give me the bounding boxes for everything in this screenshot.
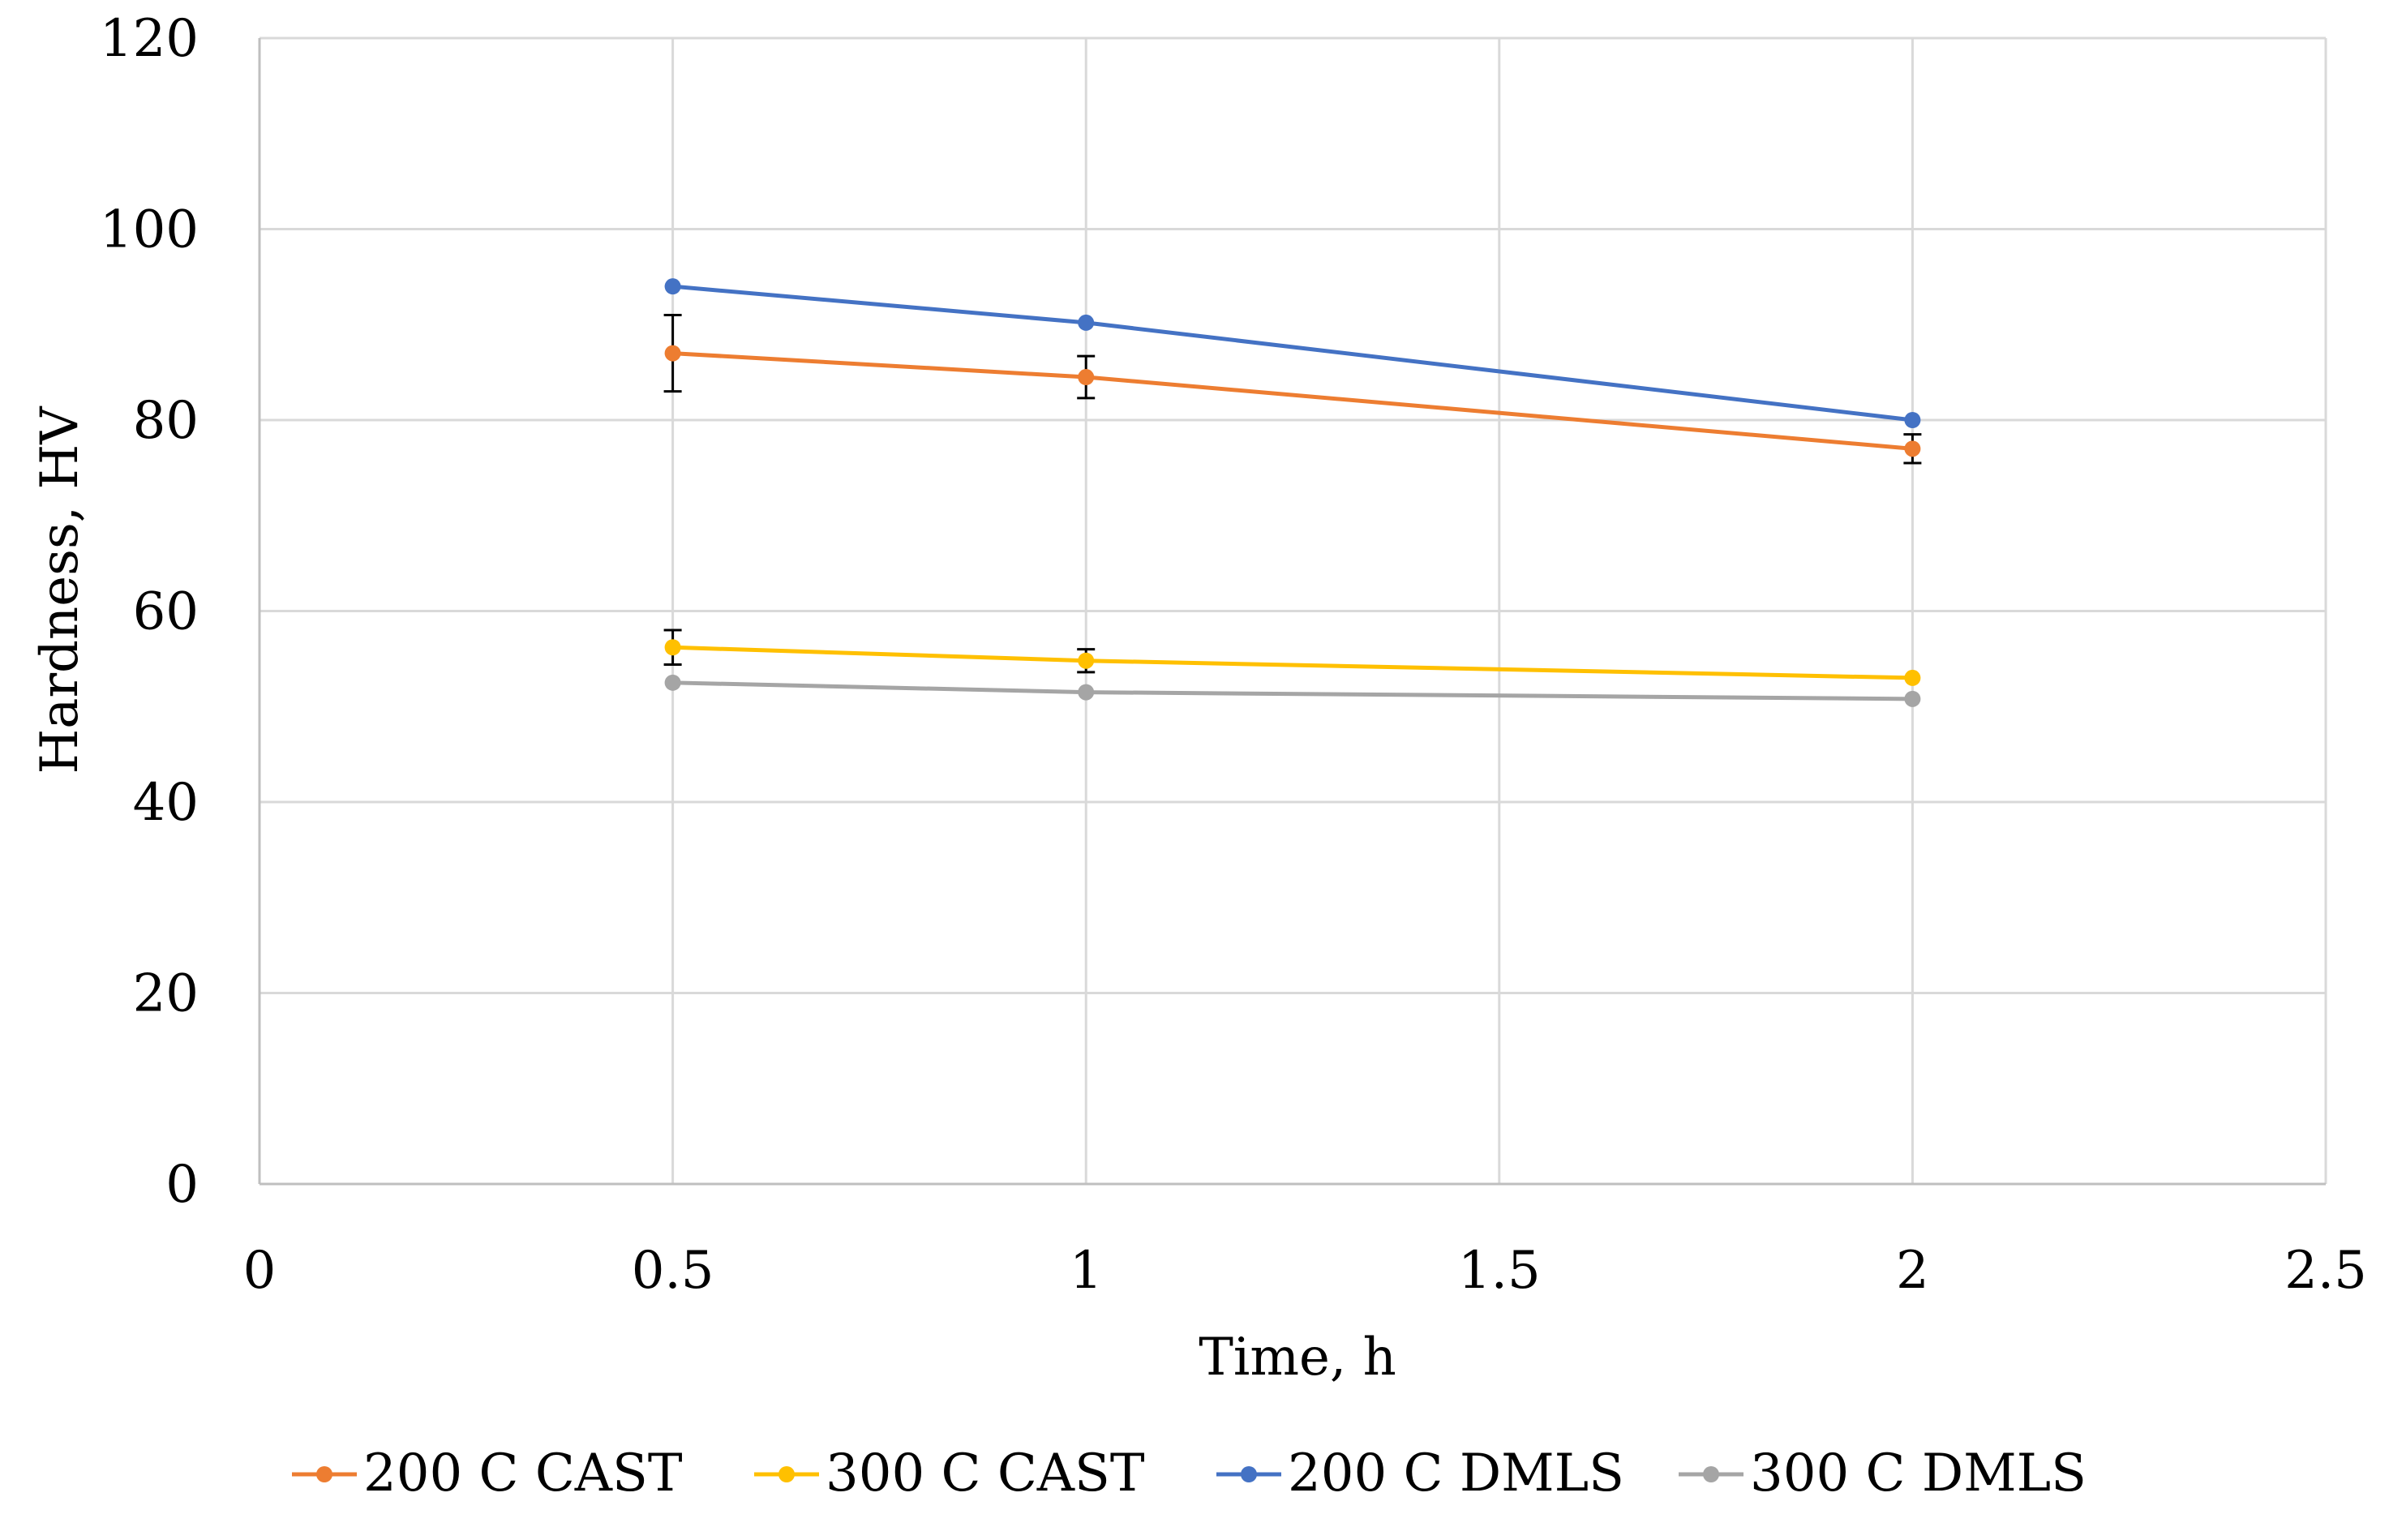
y-axis-title: Hardness, HV bbox=[30, 405, 90, 774]
y-tick-label: 40 bbox=[133, 773, 199, 833]
x-axis-title: Time, h bbox=[1199, 1328, 1396, 1388]
series-300-c-dmls bbox=[664, 674, 1921, 707]
y-tick-label: 100 bbox=[100, 200, 199, 260]
series-line bbox=[672, 680, 1913, 701]
legend-marker bbox=[1703, 1466, 1719, 1482]
series-line bbox=[672, 351, 1913, 451]
legend-item: 300 C DMLS bbox=[1679, 1443, 2087, 1504]
legend-item: 200 C CAST bbox=[292, 1443, 683, 1504]
data-point bbox=[1904, 690, 1921, 707]
x-tick-label: 1.5 bbox=[1458, 1241, 1541, 1301]
legend-label: 200 C DMLS bbox=[1288, 1443, 1624, 1504]
y-tick-label: 80 bbox=[133, 391, 199, 451]
x-tick-label: 0.5 bbox=[632, 1241, 714, 1301]
y-tick-label: 60 bbox=[133, 582, 199, 642]
data-point bbox=[1904, 669, 1921, 686]
legend-marker bbox=[1241, 1466, 1257, 1482]
tick-labels: 0 20 40 60 80 100 120 0 0.5 1 1.5 2 2.5 bbox=[100, 9, 2367, 1301]
legend-label: 200 C CAST bbox=[363, 1443, 683, 1504]
data-point bbox=[664, 674, 681, 691]
data-point bbox=[1078, 314, 1095, 331]
grid bbox=[259, 36, 2327, 1184]
data-point bbox=[664, 278, 681, 295]
y-tick-label: 0 bbox=[165, 1155, 199, 1215]
legend-label: 300 C DMLS bbox=[1750, 1443, 2087, 1504]
y-tick-label: 120 bbox=[100, 9, 199, 69]
data-point bbox=[1078, 684, 1095, 701]
x-tick-label: 1 bbox=[1070, 1241, 1103, 1301]
series-200-c-cast bbox=[663, 313, 1922, 465]
series-group bbox=[663, 278, 1922, 707]
data-point bbox=[664, 345, 681, 362]
legend-item: 200 C DMLS bbox=[1216, 1443, 1624, 1504]
data-point bbox=[664, 639, 681, 656]
x-tick-label: 2.5 bbox=[2284, 1241, 2367, 1301]
series-300-c-cast bbox=[663, 628, 1921, 686]
legend-marker bbox=[316, 1466, 332, 1482]
legend-item: 300 C CAST bbox=[754, 1443, 1145, 1504]
data-point bbox=[1078, 369, 1095, 386]
legend-marker bbox=[778, 1466, 795, 1482]
data-point bbox=[1078, 652, 1095, 669]
series-line bbox=[672, 284, 1913, 423]
data-point bbox=[1904, 440, 1921, 457]
data-point bbox=[1904, 412, 1921, 428]
series-200-c-dmls bbox=[664, 278, 1921, 428]
x-tick-label: 2 bbox=[1896, 1241, 1929, 1301]
legend: 200 C CAST 300 C CAST 200 C DMLS 300 C DMLS bbox=[292, 1443, 2087, 1504]
axes bbox=[258, 38, 2326, 1186]
legend-label: 300 C CAST bbox=[826, 1443, 1145, 1504]
series-line bbox=[672, 645, 1913, 680]
x-tick-label: 0 bbox=[243, 1241, 277, 1301]
y-tick-label: 20 bbox=[133, 964, 199, 1024]
